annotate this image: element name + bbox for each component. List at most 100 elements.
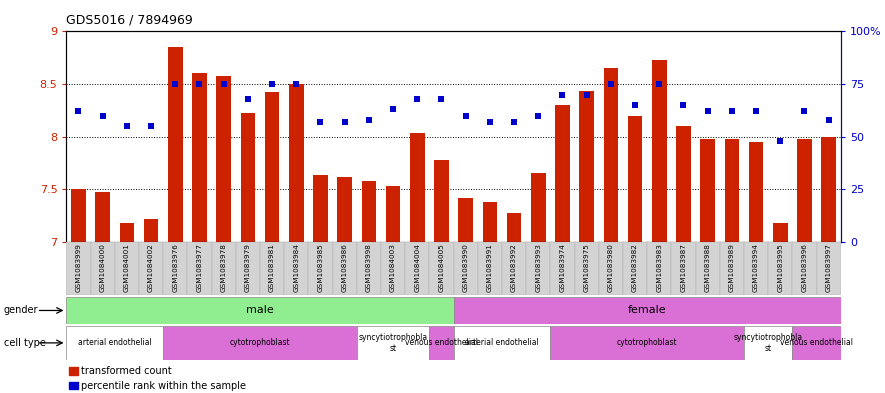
Bar [821,136,836,242]
Bar [627,116,643,242]
FancyBboxPatch shape [308,242,333,295]
Point [821,117,835,123]
Text: arterial endothelial: arterial endothelial [466,338,539,347]
FancyBboxPatch shape [357,242,381,295]
Text: GSM1083997: GSM1083997 [826,243,832,292]
Point [217,81,231,87]
FancyBboxPatch shape [574,242,599,295]
FancyBboxPatch shape [768,242,792,295]
Text: GSM1083979: GSM1083979 [245,243,250,292]
Text: GSM1083993: GSM1083993 [535,243,542,292]
Text: female: female [627,305,666,316]
FancyBboxPatch shape [599,242,623,295]
FancyBboxPatch shape [672,242,696,295]
Text: GSM1084005: GSM1084005 [438,243,444,292]
FancyBboxPatch shape [163,242,188,295]
Text: syncytiotrophobla
st: syncytiotrophobla st [358,333,427,353]
Text: venous endothelial: venous endothelial [780,338,853,347]
FancyBboxPatch shape [744,242,768,295]
FancyBboxPatch shape [527,242,550,295]
Text: GSM1083983: GSM1083983 [657,243,662,292]
Point [386,106,400,112]
FancyBboxPatch shape [817,242,841,295]
Point [556,91,570,97]
FancyBboxPatch shape [66,326,163,360]
Bar [313,175,327,242]
FancyBboxPatch shape [502,242,527,295]
Point [96,112,110,119]
Point [337,119,351,125]
Point [72,108,86,114]
Text: cytotrophoblast: cytotrophoblast [617,338,678,347]
Text: syncytiotrophobla
st: syncytiotrophobla st [734,333,803,353]
Text: GSM1083999: GSM1083999 [75,243,81,292]
FancyBboxPatch shape [163,326,357,360]
Bar [458,198,473,242]
Bar [435,160,449,242]
Text: GSM1084003: GSM1084003 [390,243,396,292]
Text: GSM1083988: GSM1083988 [704,243,711,292]
Point [531,112,545,119]
FancyBboxPatch shape [212,242,235,295]
Text: transformed count: transformed count [81,366,172,376]
FancyBboxPatch shape [478,242,502,295]
Point [362,117,376,123]
FancyBboxPatch shape [454,242,478,295]
Text: venous endothelial: venous endothelial [405,338,478,347]
FancyBboxPatch shape [284,242,308,295]
Bar [604,68,618,242]
Bar [362,181,376,242]
FancyBboxPatch shape [792,242,817,295]
Bar [265,92,280,242]
Bar [289,84,304,242]
Point [410,95,424,102]
Point [628,102,643,108]
FancyBboxPatch shape [429,242,454,295]
Text: gender: gender [4,305,38,316]
Bar [71,189,86,242]
Bar [797,139,812,242]
Point [676,102,690,108]
FancyBboxPatch shape [550,326,744,360]
FancyBboxPatch shape [188,242,212,295]
Point [749,108,763,114]
Point [313,119,327,125]
FancyBboxPatch shape [260,242,284,295]
Text: GSM1083986: GSM1083986 [342,243,348,292]
FancyBboxPatch shape [90,242,115,295]
FancyBboxPatch shape [357,326,429,360]
Point [773,138,788,144]
Bar [192,73,207,242]
Text: GSM1083989: GSM1083989 [729,243,735,292]
Point [604,81,618,87]
Text: GSM1083974: GSM1083974 [559,243,566,292]
FancyBboxPatch shape [696,242,720,295]
Point [701,108,715,114]
Bar [749,142,763,242]
Text: arterial endothelial: arterial endothelial [78,338,151,347]
Text: GDS5016 / 7894969: GDS5016 / 7894969 [66,14,193,27]
Bar [241,114,255,242]
Bar [386,186,400,242]
Text: GSM1083991: GSM1083991 [487,243,493,292]
Text: GSM1083982: GSM1083982 [632,243,638,292]
Text: GSM1083994: GSM1083994 [753,243,759,292]
FancyBboxPatch shape [405,242,429,295]
Text: GSM1083981: GSM1083981 [269,243,275,292]
Text: GSM1084000: GSM1084000 [100,243,105,292]
Bar [410,133,425,242]
FancyBboxPatch shape [333,242,357,295]
Text: GSM1084004: GSM1084004 [414,243,420,292]
Text: percentile rank within the sample: percentile rank within the sample [81,381,245,391]
Text: cytotrophoblast: cytotrophoblast [229,338,290,347]
FancyBboxPatch shape [115,242,139,295]
FancyBboxPatch shape [623,242,647,295]
Point [483,119,497,125]
Point [119,123,134,129]
FancyBboxPatch shape [720,242,744,295]
Text: GSM1083980: GSM1083980 [608,243,614,292]
FancyBboxPatch shape [139,242,163,295]
Text: GSM1083978: GSM1083978 [220,243,227,292]
Point [725,108,739,114]
Point [192,81,206,87]
